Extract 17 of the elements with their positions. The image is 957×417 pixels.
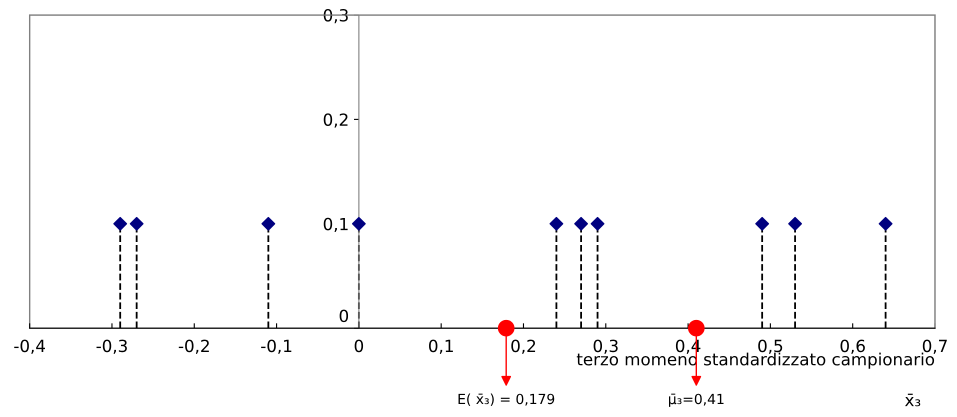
x-tick-label: 0,7 bbox=[922, 340, 947, 354]
x-tick-label: 0,6 bbox=[840, 340, 865, 354]
text: x̄₃ bbox=[905, 394, 920, 406]
y-tick-label: 0 bbox=[340, 310, 348, 322]
annotation: E( x̄₃) = 0,179 bbox=[458, 393, 554, 406]
x-tick-label: 0,3 bbox=[594, 340, 618, 354]
x-tick-label: -0,1 bbox=[261, 340, 292, 354]
x-tick-label: -0,3 bbox=[96, 340, 127, 354]
x-tick-label: -0,2 bbox=[178, 340, 209, 354]
x-tick-label: -0,4 bbox=[14, 340, 45, 354]
y-tick-label: 0,1 bbox=[324, 218, 348, 232]
x-tick-label: 0,1 bbox=[429, 340, 453, 354]
annotation: μ̄₃=0,41 bbox=[669, 394, 724, 407]
x-tick-label: 0,5 bbox=[758, 340, 782, 354]
x-tick-label: 0 bbox=[354, 340, 364, 352]
y-tick-label: 0,2 bbox=[324, 113, 348, 128]
x-tick-label: 0,2 bbox=[511, 340, 536, 354]
